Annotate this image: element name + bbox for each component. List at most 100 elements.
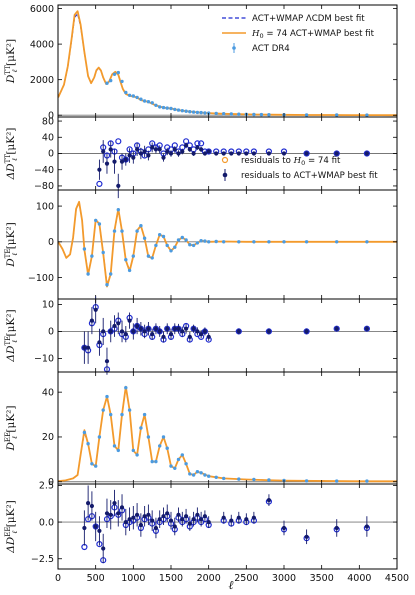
act-data-point	[203, 239, 207, 243]
act-data-point	[173, 245, 177, 249]
act-data-point	[120, 79, 124, 84]
act-data-point	[188, 243, 192, 247]
act-data-point	[191, 473, 196, 477]
act-data-point	[207, 474, 211, 478]
lcdm-residual-point	[142, 329, 147, 334]
act-data-point	[139, 426, 143, 430]
lcdm-residual-point	[184, 326, 189, 331]
lcdm-residual-point	[108, 147, 113, 152]
act-data-point	[127, 268, 132, 273]
lcdm-residual-point	[266, 329, 271, 334]
act-data-point	[222, 476, 226, 481]
panel-te-residuals: −10 0 10 ΔDTEℓ [μK²]	[4, 296, 398, 375]
act-data-point	[135, 95, 139, 100]
lcdm-residual-point	[97, 528, 102, 534]
x-axis-label: ℓ	[229, 578, 234, 592]
act-data-point	[191, 110, 196, 114]
h0-residual-point	[303, 150, 310, 157]
act-data-point	[131, 254, 135, 258]
legend-h0-resid-marker	[221, 156, 229, 164]
x-tick-label: 4000	[347, 573, 371, 584]
lcdm-residual-point	[168, 151, 174, 156]
y-axis-label: ΔDTTℓ [μK²]	[4, 128, 19, 181]
y-tick-label: 100	[36, 201, 54, 212]
act-data-point	[105, 283, 109, 287]
panel-te: −100 0 100 DTEℓ [μK²]	[4, 189, 398, 300]
act-data-point	[86, 442, 90, 446]
lcdm-residual-point	[161, 334, 166, 339]
y-tick-label: 0.0	[39, 517, 54, 528]
act-data-point	[150, 101, 154, 105]
act-data-point	[158, 444, 162, 448]
lcdm-residual-point	[97, 340, 102, 345]
lcdm-residual-point	[364, 151, 369, 156]
act-data-point	[105, 81, 109, 85]
y-tick-label: 2.5	[39, 481, 54, 492]
act-data-point	[304, 113, 309, 117]
h0-residual-point	[198, 140, 205, 147]
act-data-point	[214, 111, 218, 116]
act-data-point	[127, 93, 132, 98]
h0-residual-point	[363, 150, 370, 157]
act-data-point	[169, 249, 173, 253]
lcdm-residual-point	[138, 522, 143, 528]
act-data-point	[124, 258, 128, 262]
lcdm-residual-point	[191, 517, 196, 522]
act-data-point	[124, 90, 128, 95]
act-data-point	[82, 247, 87, 251]
x-tick-label: 2000	[197, 573, 221, 584]
act-data-point	[335, 479, 339, 483]
lcdm-residual-point	[304, 329, 309, 334]
lcdm-residual-point	[127, 153, 132, 158]
act-data-point	[112, 229, 117, 233]
act-data-point	[176, 457, 181, 462]
act-data-point	[335, 240, 339, 244]
act-data-point	[365, 479, 369, 483]
lcdm-residual-point	[206, 520, 211, 525]
act-data-point	[165, 243, 169, 248]
x-tick-label: 0	[55, 573, 61, 584]
lcdm-residual-point	[334, 151, 339, 156]
x-tick-label: 4500	[385, 573, 409, 584]
lcdm-residual-point	[142, 149, 147, 154]
lcdm-residual-point	[180, 329, 185, 334]
act-data-point	[191, 243, 196, 248]
act-data-point	[252, 240, 256, 244]
lcdm-residual-point	[229, 518, 234, 523]
act-data-point	[195, 241, 200, 245]
y-tick-label: −80	[34, 181, 54, 192]
act-data-point	[154, 103, 158, 108]
legend-h0-rest: = 74 ACT+WMAP best fit	[264, 29, 375, 39]
act-data-point	[120, 229, 124, 233]
lcdm-residual-point	[195, 512, 200, 517]
lcdm-residual-point	[153, 326, 158, 331]
act-data-point	[139, 97, 143, 101]
act-data-point	[146, 100, 151, 104]
lcdm-residual-point	[123, 520, 128, 525]
lcdm-residual-point	[146, 512, 151, 517]
lcdm-residual-point	[172, 524, 177, 529]
x-tick-label: 3500	[310, 573, 334, 584]
lcdm-residual-point	[89, 503, 94, 509]
lcdm-residual-point	[191, 151, 196, 156]
lcdm-residual-point	[195, 145, 200, 150]
lcdm-residual-point	[146, 153, 151, 158]
y-tick-label: −2.5	[31, 554, 54, 565]
y-tick-label: 6000	[30, 4, 54, 15]
lcdm-residual-point	[112, 323, 117, 329]
act-data-point	[195, 470, 200, 474]
lcdm-residual-point	[119, 159, 125, 164]
panel-ee: 0 20 40 DEEℓ [μK²]	[4, 371, 398, 488]
y-tick-label: 40	[42, 387, 54, 398]
act-data-point	[86, 272, 90, 276]
act-data-point	[259, 112, 264, 117]
act-data-point	[169, 464, 173, 468]
lcdm-residual-point	[281, 151, 287, 156]
legend-act-marker	[232, 46, 236, 50]
act-data-point	[120, 412, 124, 417]
lcdm-residual-point	[104, 359, 110, 364]
act-data-point	[94, 218, 98, 223]
h0-residual-point	[333, 150, 340, 157]
lcdm-residual-point	[116, 321, 121, 326]
